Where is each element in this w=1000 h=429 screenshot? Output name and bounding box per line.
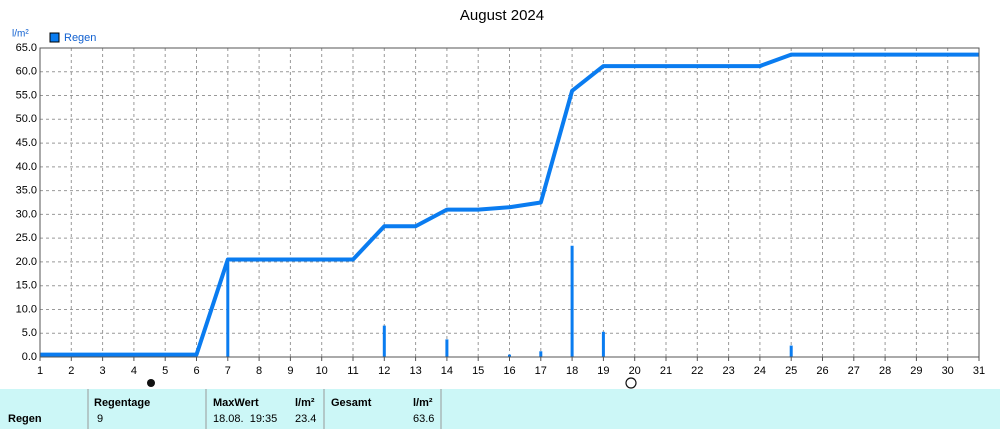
x-tick-label: 22 — [691, 365, 703, 377]
bar — [601, 331, 605, 357]
y-tick-label: 0.0 — [22, 351, 37, 363]
x-tick-label: 10 — [316, 365, 328, 377]
x-tick-label: 3 — [100, 365, 106, 377]
row-label: Regen — [8, 413, 42, 425]
x-tick-label: 25 — [785, 365, 797, 377]
y-axis-unit: l/m² — [12, 29, 29, 40]
x-tick-label: 4 — [131, 365, 137, 377]
bar — [539, 351, 543, 357]
y-tick-label: 50.0 — [16, 113, 37, 125]
y-tick-label: 35.0 — [16, 185, 37, 197]
x-tick-label: 14 — [441, 365, 453, 377]
x-tick-label: 9 — [287, 365, 293, 377]
bar — [508, 354, 511, 357]
table-value: 18.08. 19:35 — [213, 413, 277, 425]
x-tick-label: 29 — [910, 365, 922, 377]
table-value: 23.4 — [295, 413, 316, 425]
x-tick-label: 20 — [629, 365, 641, 377]
x-tick-label: 21 — [660, 365, 672, 377]
x-tick-label: 27 — [848, 365, 860, 377]
plot-frame — [39, 47, 980, 358]
x-tick-label: 7 — [225, 365, 231, 377]
legend-swatch — [49, 32, 60, 43]
summary-table — [0, 389, 1000, 429]
x-tick-label: 2 — [68, 365, 74, 377]
y-tick-label: 20.0 — [16, 256, 37, 268]
background — [0, 0, 1000, 389]
y-tick-label: 10.0 — [16, 303, 37, 315]
chart-title: August 2024 — [460, 7, 544, 24]
x-tick-label: 1 — [37, 365, 43, 377]
x-tick-label: 12 — [378, 365, 390, 377]
x-tick-label: 11 — [347, 365, 358, 377]
table-header: l/m² — [413, 397, 433, 409]
y-tick-label: 30.0 — [16, 208, 37, 220]
y-tick-label: 45.0 — [16, 137, 37, 149]
y-tick-label: 60.0 — [16, 66, 37, 78]
table-header: Regentage — [94, 397, 150, 409]
x-tick-label: 19 — [597, 365, 609, 377]
table-header: MaxWert — [213, 397, 259, 409]
bar — [789, 345, 793, 357]
x-tick-label: 5 — [162, 365, 168, 377]
cumulative-line — [40, 52, 979, 357]
table-header: l/m² — [295, 397, 315, 409]
x-tick-label: 28 — [879, 365, 891, 377]
y-tick-label: 25.0 — [16, 232, 37, 244]
x-tick-label: 13 — [409, 365, 421, 377]
x-tick-label: 31 — [973, 365, 985, 377]
x-tick-label: 26 — [816, 365, 828, 377]
x-tick-label: 6 — [193, 365, 199, 377]
x-tick-label: 15 — [472, 365, 484, 377]
table-header: Gesamt — [331, 397, 372, 409]
bar — [570, 245, 574, 357]
y-tick-label: 65.0 — [16, 42, 37, 54]
y-tick-label: 55.0 — [16, 89, 37, 101]
y-tick-label: 5.0 — [22, 327, 37, 339]
x-tick-label: 16 — [503, 365, 515, 377]
marker-filled — [147, 379, 155, 387]
x-tick-label: 17 — [535, 365, 547, 377]
bar — [226, 261, 230, 357]
x-tick-label: 23 — [722, 365, 734, 377]
x-tick-label: 24 — [754, 365, 766, 377]
bar — [445, 339, 449, 357]
legend-label: Regen — [64, 32, 96, 44]
x-tick-label: 30 — [942, 365, 954, 377]
y-tick-label: 15.0 — [16, 280, 37, 292]
bar — [382, 325, 386, 357]
x-tick-label: 8 — [256, 365, 262, 377]
x-tick-label: 18 — [566, 365, 578, 377]
marker-open — [625, 377, 637, 389]
table-value: 9 — [97, 413, 103, 425]
y-tick-label: 40.0 — [16, 161, 37, 173]
table-value: 63.6 — [413, 413, 434, 425]
